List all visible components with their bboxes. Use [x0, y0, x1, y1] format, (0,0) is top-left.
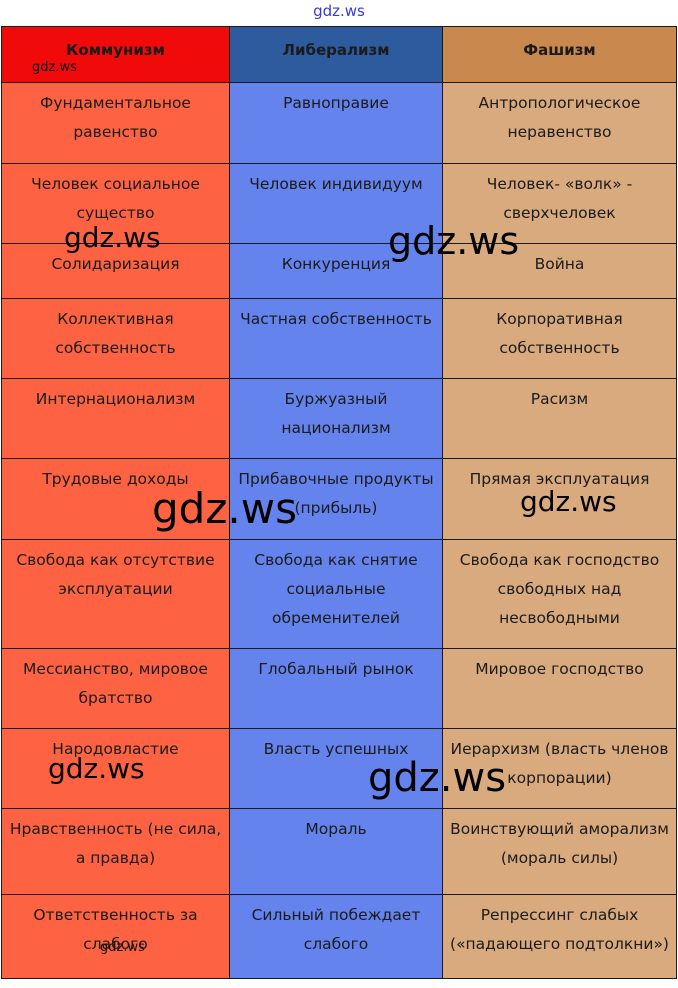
- table-row: Народовластие Власть успешных Иерархизм …: [1, 728, 677, 809]
- table-row: Интернационализм Буржуазный национализм …: [1, 378, 677, 459]
- table-row: Коллективная собственность Частная собст…: [1, 298, 677, 379]
- cell-liberalism: Власть успешных: [229, 728, 443, 809]
- header-row: Коммунизм gdz.ws Либерализм Фашизм: [1, 26, 677, 83]
- header-fascism: Фашизм: [442, 26, 677, 83]
- cell-liberalism: Человек индивидуум: [229, 163, 443, 244]
- cell-communism: Свобода как отсутствие эксплуатации: [1, 539, 230, 649]
- cell-liberalism: Глобальный рынок: [229, 648, 443, 729]
- cell-fascism: Воинствующий аморализм (мораль силы): [442, 808, 677, 895]
- cell-communism: Трудовые доходы: [1, 458, 230, 540]
- cell-fascism: Антропологическое неравенство: [442, 82, 677, 164]
- cell-fascism: Корпоративная собственность: [442, 298, 677, 379]
- cell-fascism: Расизм: [442, 378, 677, 459]
- header-communism: Коммунизм gdz.ws: [1, 26, 230, 83]
- table-row: Нравственность (не сила, а правда) Морал…: [1, 808, 677, 895]
- ideology-comparison-table: Коммунизм gdz.ws Либерализм Фашизм Фунда…: [1, 26, 677, 979]
- cell-liberalism: Частная собственность: [229, 298, 443, 379]
- cell-fascism: Иерархизм (власть членов корпорации): [442, 728, 677, 809]
- cell-fascism: Репрессинг слабых («падающего подтолкни»…: [442, 894, 677, 979]
- table-row: Ответственность за слабого gdz.ws Сильны…: [1, 894, 677, 979]
- cell-fascism: Мировое господство: [442, 648, 677, 729]
- cell-liberalism: Буржуазный национализм: [229, 378, 443, 459]
- cell-liberalism: Сильный побеждает слабого: [229, 894, 443, 979]
- cell-liberalism: Конкуренция: [229, 243, 443, 299]
- cell-fascism: Война: [442, 243, 677, 299]
- cell-communism: Интернационализм: [1, 378, 230, 459]
- cell-liberalism: Равноправие: [229, 82, 443, 164]
- top-watermark: gdz.ws: [313, 2, 365, 20]
- cell-liberalism: Мораль: [229, 808, 443, 895]
- table-row: Свобода как отсутствие эксплуатации Своб…: [1, 539, 677, 649]
- cell-fascism: Прямая эксплуатация: [442, 458, 677, 540]
- cell-communism: Фундаментальное равенство: [1, 82, 230, 164]
- cell-communism: Мессианство, мировое братство: [1, 648, 230, 729]
- cell-liberalism: Прибавочные продукты (прибыль): [229, 458, 443, 540]
- cell-communism: Человек социальное существо: [1, 163, 230, 244]
- watermark-small: gdz.ws: [100, 940, 145, 955]
- header-liberalism: Либерализм: [229, 26, 443, 83]
- table-row: Солидаризация Конкуренция Война: [1, 243, 677, 299]
- header-communism-label: Коммунизм: [66, 41, 165, 59]
- table-row: Фундаментальное равенство Равноправие Ан…: [1, 82, 677, 164]
- cell-fascism: Свобода как господство свободных над нес…: [442, 539, 677, 649]
- table-row: Мессианство, мировое братство Глобальный…: [1, 648, 677, 729]
- cell-communism: Коллективная собственность: [1, 298, 230, 379]
- cell-communism-text: Ответственность за слабого: [33, 906, 198, 953]
- table-row: Человек социальное существо Человек инди…: [1, 163, 677, 244]
- table-row: Трудовые доходы Прибавочные продукты (пр…: [1, 458, 677, 540]
- cell-communism: Народовластие: [1, 728, 230, 809]
- cell-fascism: Человек- «волк» - сверхчеловек: [442, 163, 677, 244]
- cell-communism: Нравственность (не сила, а правда): [1, 808, 230, 895]
- watermark-small: gdz.ws: [32, 60, 77, 75]
- cell-communism: Солидаризация: [1, 243, 230, 299]
- cell-communism: Ответственность за слабого gdz.ws: [1, 894, 230, 979]
- cell-liberalism: Свобода как снятие социальные обремените…: [229, 539, 443, 649]
